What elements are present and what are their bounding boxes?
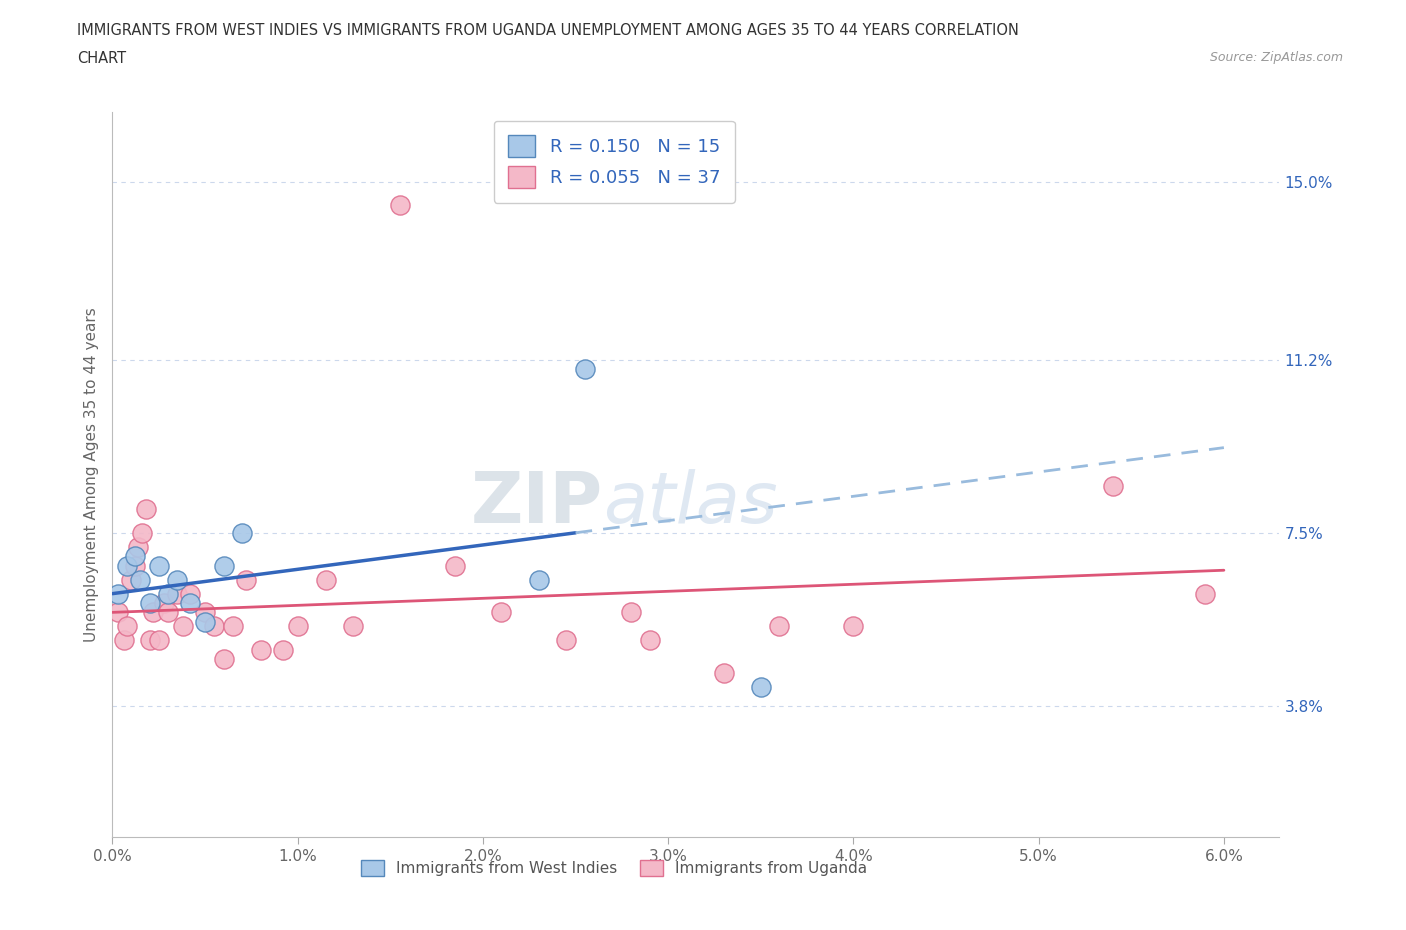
Point	[212, 558, 235, 573]
Point	[842, 619, 865, 634]
Point	[129, 572, 152, 587]
Point	[148, 633, 170, 648]
Point	[202, 619, 225, 634]
Point	[713, 666, 735, 681]
Point	[124, 549, 146, 564]
Point	[153, 595, 176, 610]
Point	[249, 643, 271, 658]
Text: atlas: atlas	[603, 469, 778, 538]
Point	[638, 633, 661, 648]
Point	[131, 525, 153, 540]
Point	[749, 680, 772, 695]
Point	[620, 604, 643, 619]
Point	[527, 572, 550, 587]
Point	[117, 558, 139, 573]
Point	[166, 572, 188, 587]
Text: ZIP: ZIP	[471, 469, 603, 538]
Point	[179, 595, 201, 610]
Point	[271, 643, 294, 658]
Text: CHART: CHART	[77, 51, 127, 66]
Point	[342, 619, 364, 634]
Point	[287, 619, 309, 634]
Point	[107, 586, 129, 601]
Point	[172, 619, 194, 634]
Point	[212, 652, 235, 667]
Point	[135, 502, 157, 517]
Point	[179, 586, 201, 601]
Point	[555, 633, 578, 648]
Point	[138, 595, 160, 610]
Point	[315, 572, 337, 587]
Legend: Immigrants from West Indies, Immigrants from Uganda: Immigrants from West Indies, Immigrants …	[353, 853, 875, 884]
Text: Source: ZipAtlas.com: Source: ZipAtlas.com	[1209, 51, 1343, 64]
Point	[142, 604, 165, 619]
Point	[124, 558, 146, 573]
Point	[222, 619, 245, 634]
Point	[148, 558, 170, 573]
Point	[127, 539, 149, 554]
Point	[444, 558, 467, 573]
Point	[166, 586, 188, 601]
Point	[194, 615, 217, 630]
Point	[138, 633, 160, 648]
Point	[491, 604, 513, 619]
Point	[768, 619, 790, 634]
Point	[231, 525, 253, 540]
Y-axis label: Unemployment Among Ages 35 to 44 years: Unemployment Among Ages 35 to 44 years	[83, 307, 98, 642]
Point	[1101, 479, 1123, 494]
Point	[574, 362, 596, 377]
Text: IMMIGRANTS FROM WEST INDIES VS IMMIGRANTS FROM UGANDA UNEMPLOYMENT AMONG AGES 35: IMMIGRANTS FROM WEST INDIES VS IMMIGRANT…	[77, 23, 1019, 38]
Point	[1194, 586, 1216, 601]
Point	[112, 633, 135, 648]
Point	[157, 604, 180, 619]
Point	[117, 619, 139, 634]
Point	[120, 572, 142, 587]
Point	[107, 604, 129, 619]
Point	[157, 586, 180, 601]
Point	[194, 604, 217, 619]
Point	[388, 198, 411, 213]
Point	[235, 572, 257, 587]
